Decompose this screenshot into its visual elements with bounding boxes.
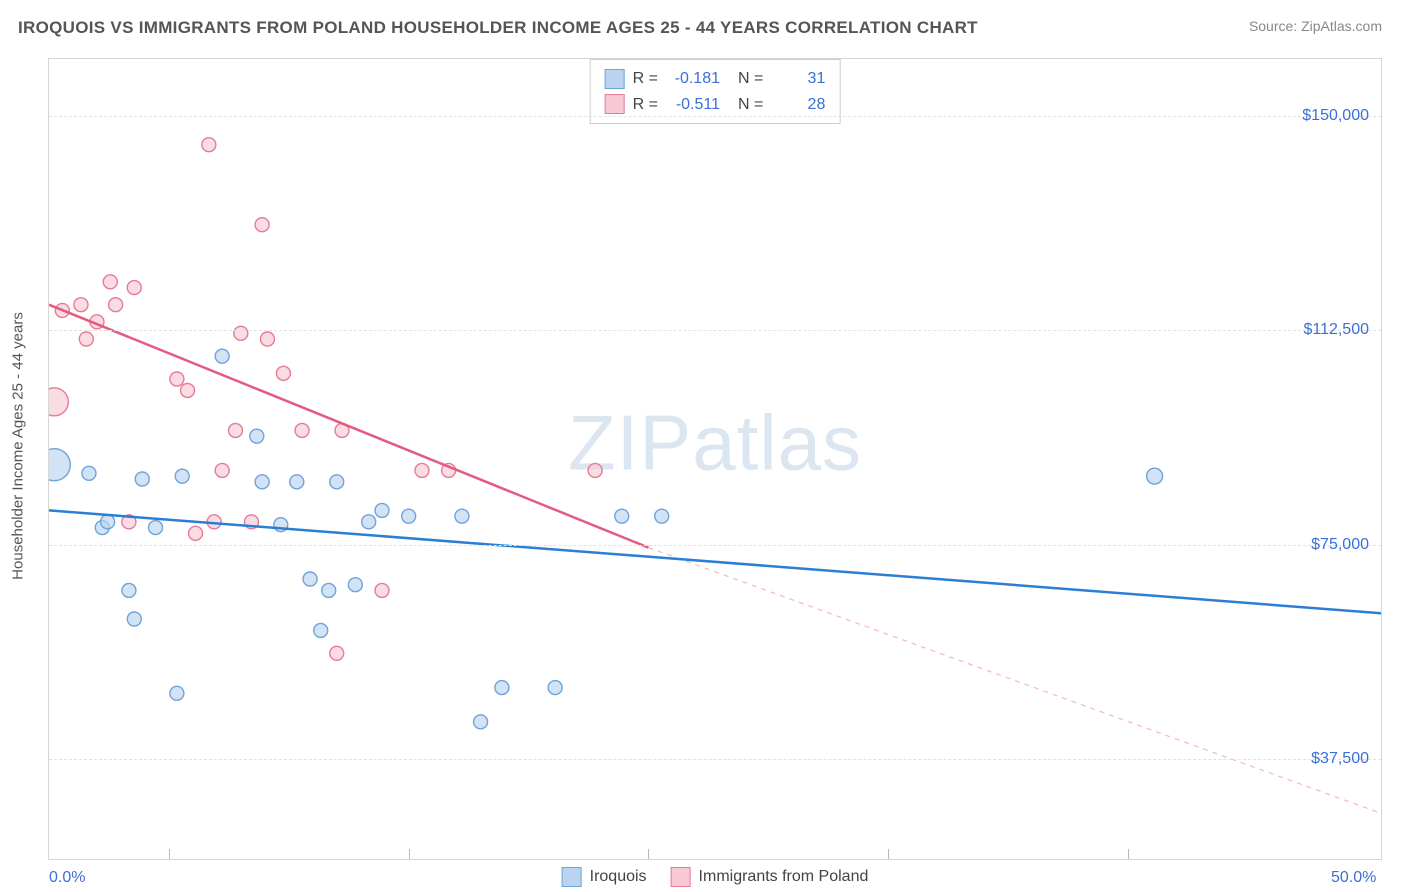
scatter-point-iroquois	[290, 475, 304, 489]
scatter-point-poland	[588, 463, 602, 477]
x-tick-mark	[169, 849, 170, 859]
scatter-point-iroquois	[215, 349, 229, 363]
gridline	[49, 116, 1381, 117]
y-axis-label: Householder Income Ages 25 - 44 years	[10, 312, 27, 580]
scatter-point-poland	[202, 138, 216, 152]
chart-area: ZIPatlas R = -0.181 N = 31 R = -0.511 N …	[48, 58, 1382, 860]
swatch-icon	[671, 867, 691, 887]
scatter-point-poland	[215, 463, 229, 477]
scatter-point-poland	[276, 366, 290, 380]
scatter-point-iroquois	[122, 583, 136, 597]
scatter-point-iroquois	[149, 521, 163, 535]
scatter-point-iroquois	[49, 449, 70, 481]
scatter-point-iroquois	[135, 472, 149, 486]
scatter-point-iroquois	[495, 681, 509, 695]
scatter-point-iroquois	[474, 715, 488, 729]
scatter-point-poland	[79, 332, 93, 346]
gridline	[49, 759, 1381, 760]
scatter-point-iroquois	[250, 429, 264, 443]
x-tick-mark	[1128, 849, 1129, 859]
scatter-point-iroquois	[1147, 468, 1163, 484]
scatter-point-iroquois	[348, 578, 362, 592]
scatter-point-poland	[127, 281, 141, 295]
legend-label: Immigrants from Poland	[699, 868, 869, 886]
scatter-point-iroquois	[615, 509, 629, 523]
scatter-point-poland	[228, 423, 242, 437]
trend-line	[49, 305, 648, 548]
scatter-point-poland	[375, 583, 389, 597]
scatter-point-iroquois	[655, 509, 669, 523]
scatter-point-poland	[103, 275, 117, 289]
y-tick-label: $37,500	[1311, 750, 1369, 768]
legend-item: Iroquois	[562, 867, 647, 887]
scatter-point-iroquois	[375, 503, 389, 517]
scatter-point-iroquois	[330, 475, 344, 489]
chart-title: IROQUOIS VS IMMIGRANTS FROM POLAND HOUSE…	[18, 18, 978, 38]
y-tick-label: $75,000	[1311, 536, 1369, 554]
source-label: Source: ZipAtlas.com	[1249, 18, 1382, 34]
legend-item: Immigrants from Poland	[671, 867, 869, 887]
scatter-point-poland	[295, 423, 309, 437]
swatch-icon	[562, 867, 582, 887]
plot-svg	[49, 59, 1381, 859]
x-tick-mark	[648, 849, 649, 859]
scatter-point-poland	[109, 298, 123, 312]
scatter-point-iroquois	[303, 572, 317, 586]
x-tick-label: 50.0%	[1331, 869, 1376, 887]
scatter-point-iroquois	[127, 612, 141, 626]
gridline	[49, 330, 1381, 331]
trend-line	[648, 548, 1381, 814]
scatter-point-poland	[170, 372, 184, 386]
scatter-point-poland	[74, 298, 88, 312]
scatter-point-iroquois	[101, 515, 115, 529]
scatter-point-poland	[189, 526, 203, 540]
x-tick-mark	[888, 849, 889, 859]
legend: Iroquois Immigrants from Poland	[562, 867, 869, 887]
scatter-point-iroquois	[322, 583, 336, 597]
scatter-point-iroquois	[82, 466, 96, 480]
x-tick-mark	[409, 849, 410, 859]
legend-label: Iroquois	[590, 868, 647, 886]
scatter-point-poland	[49, 388, 68, 416]
scatter-point-poland	[234, 326, 248, 340]
x-tick-label: 0.0%	[49, 869, 85, 887]
scatter-point-poland	[260, 332, 274, 346]
scatter-point-iroquois	[170, 686, 184, 700]
scatter-point-iroquois	[175, 469, 189, 483]
scatter-point-iroquois	[314, 623, 328, 637]
scatter-point-iroquois	[548, 681, 562, 695]
gridline	[49, 545, 1381, 546]
scatter-point-iroquois	[455, 509, 469, 523]
scatter-point-poland	[330, 646, 344, 660]
scatter-point-poland	[255, 218, 269, 232]
scatter-point-poland	[181, 383, 195, 397]
scatter-point-iroquois	[255, 475, 269, 489]
scatter-point-poland	[415, 463, 429, 477]
scatter-point-iroquois	[362, 515, 376, 529]
y-tick-label: $112,500	[1303, 321, 1369, 339]
trend-line	[49, 510, 1381, 613]
y-tick-label: $150,000	[1302, 107, 1369, 125]
scatter-point-iroquois	[402, 509, 416, 523]
